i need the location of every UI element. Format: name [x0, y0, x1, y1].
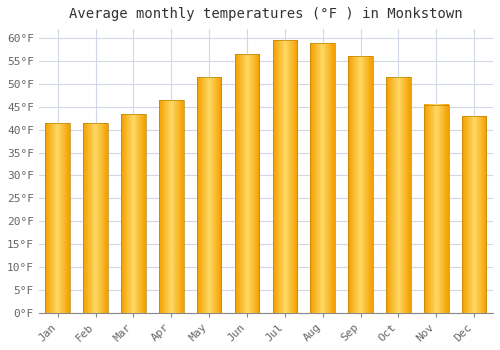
Bar — [310, 43, 335, 313]
Bar — [197, 77, 222, 313]
Title: Average monthly temperatures (°F ) in Monkstown: Average monthly temperatures (°F ) in Mo… — [69, 7, 462, 21]
Bar — [46, 123, 70, 313]
Bar — [234, 54, 260, 313]
Bar — [159, 100, 184, 313]
Bar — [84, 123, 108, 313]
Bar — [272, 41, 297, 313]
Bar — [424, 105, 448, 313]
Bar — [348, 56, 373, 313]
Bar — [462, 116, 486, 313]
Bar — [121, 114, 146, 313]
Bar — [386, 77, 410, 313]
